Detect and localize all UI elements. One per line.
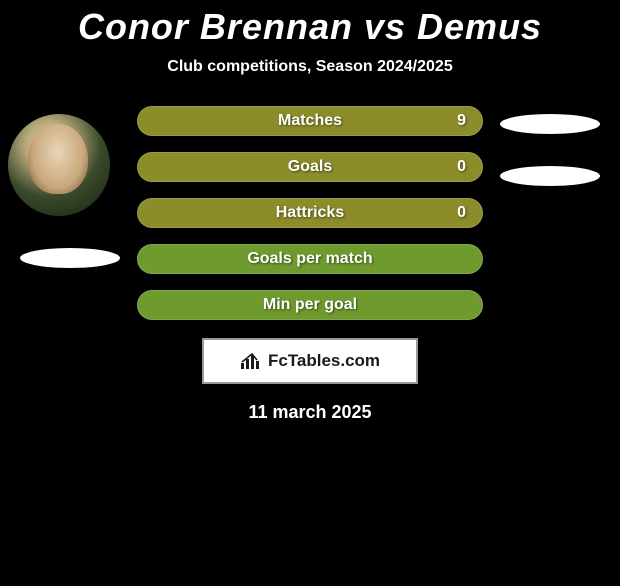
stat-bar: Goals per match bbox=[137, 244, 483, 274]
date-text: 11 march 2025 bbox=[0, 402, 620, 423]
comparison-arena: Matches 9 Goals 0 Hattricks 0 Goals per match M… bbox=[0, 106, 620, 320]
stat-value: 0 bbox=[457, 204, 466, 222]
page-title: Conor Brennan vs Demus bbox=[0, 6, 620, 48]
stat-bar: Min per goal bbox=[137, 290, 483, 320]
stat-label: Hattricks bbox=[276, 204, 344, 222]
stat-label: Min per goal bbox=[263, 296, 357, 314]
player-right-avatar-oval bbox=[500, 114, 600, 134]
stat-bar: Matches 9 bbox=[137, 106, 483, 136]
player-left-avatar bbox=[8, 114, 110, 216]
subtitle: Club competitions, Season 2024/2025 bbox=[0, 58, 620, 76]
stat-bar: Goals 0 bbox=[137, 152, 483, 182]
brand-bars-icon bbox=[240, 352, 262, 370]
brand-box: FcTables.com bbox=[202, 338, 418, 384]
brand-text: FcTables.com bbox=[268, 351, 380, 371]
stat-label: Goals bbox=[288, 158, 332, 176]
stat-label: Goals per match bbox=[247, 250, 372, 268]
stat-bars: Matches 9 Goals 0 Hattricks 0 Goals per match M… bbox=[137, 106, 483, 320]
player-right-name-oval bbox=[500, 166, 600, 186]
stat-value: 0 bbox=[457, 158, 466, 176]
player-left-name-oval bbox=[20, 248, 120, 268]
stat-label: Matches bbox=[278, 112, 342, 130]
stat-value: 9 bbox=[457, 112, 466, 130]
stat-bar: Hattricks 0 bbox=[137, 198, 483, 228]
